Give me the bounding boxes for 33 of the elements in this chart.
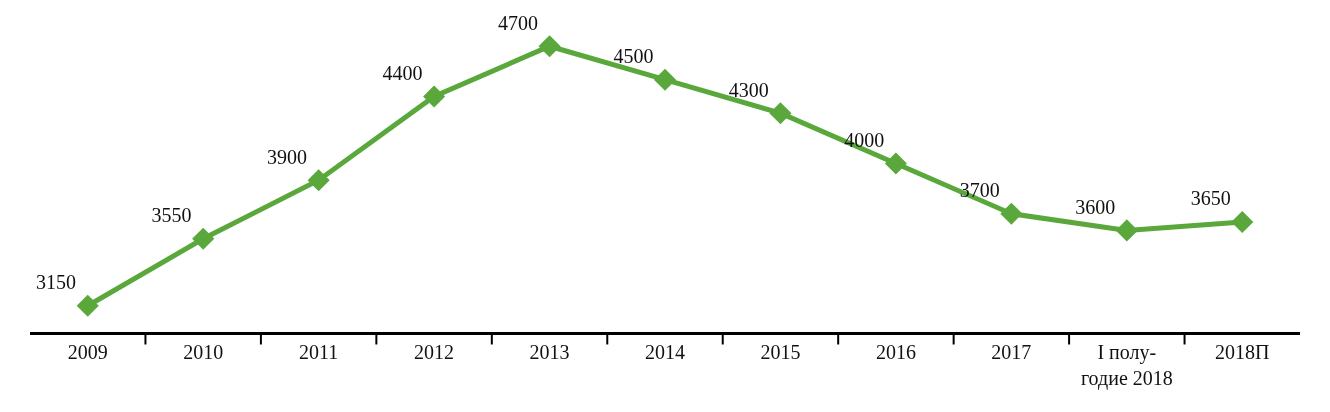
x-tick-label: 2017 [991,341,1032,363]
x-tick-label: 2012 [414,341,455,363]
point [538,35,561,58]
point [1231,211,1254,234]
data-label: 3150 [36,271,77,294]
data-label: 4700 [497,11,538,34]
point [884,152,907,175]
point [307,169,330,192]
data-label: 3600 [1075,195,1116,218]
x-tick-label: 2011 [299,341,339,363]
x-tick-label: 2014 [645,341,685,363]
data-label: 4500 [613,45,654,68]
x-tick-label: 2013 [529,341,570,363]
data-label: 3550 [151,204,192,227]
data-label: 3650 [1190,187,1231,210]
x-tick-label: I полу- годие 2018 [1080,341,1173,390]
x-tick-label: 2015 [760,341,801,363]
point [769,102,792,125]
x-tick-label: 2018П [1215,341,1270,363]
data-label: 4400 [382,61,423,84]
data-label: 3700 [959,179,1000,202]
data-label: 3900 [267,145,308,168]
data-label: 4300 [728,78,769,101]
point [1115,219,1138,242]
x-tick-label: 2010 [183,341,224,363]
x-tick-label: 2016 [875,341,916,363]
data-label: 4000 [844,128,885,151]
point [1000,202,1023,225]
point [653,68,677,91]
point [76,294,99,317]
point [423,85,446,108]
point [192,227,215,250]
x-tick-label: 2009 [67,341,108,363]
